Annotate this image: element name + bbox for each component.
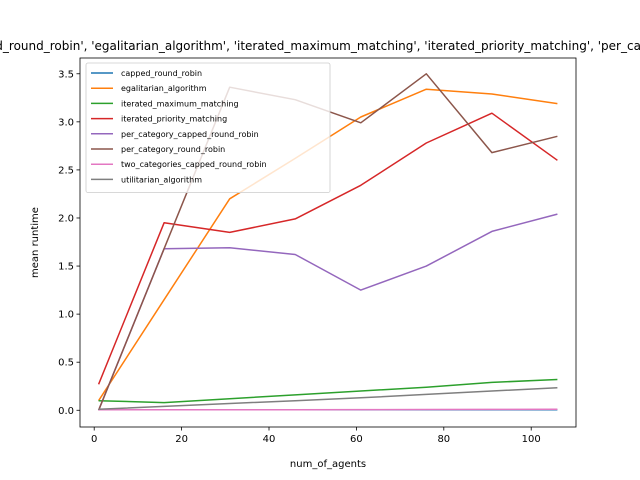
series-line-iterated-priority-matching: [97, 112, 558, 385]
x-tick-label: 40: [263, 434, 276, 445]
series-line-two-categories-capped-round-robin: [98, 408, 558, 411]
legend-box: [85, 62, 331, 194]
legend-entry: utilitarian_algorithm: [121, 175, 202, 184]
x-tick-label: 20: [175, 434, 188, 445]
y-tick-label: 0.0: [58, 406, 74, 417]
axes-frame: [79, 57, 577, 428]
legend-entry: iterated_priority_matching: [121, 115, 227, 124]
y-tick-label: 0.5: [58, 358, 74, 369]
x-tick-label: 80: [437, 434, 450, 445]
x-axis-label: num_of_agents: [290, 459, 366, 470]
legend: capped_round_robin egalitarian_algorithmi…: [85, 62, 331, 194]
y-tick-label: 2.0: [58, 213, 74, 224]
legend-entry: iterated_maximum_matching: [121, 99, 239, 108]
x-axis: 0 20 40 60 80 100: [91, 427, 541, 445]
x-tick-label: 60: [350, 434, 363, 445]
series-line-iterated-maximum-matching: [98, 378, 558, 404]
series-line-utilitarian-algorithm: [98, 386, 558, 411]
y-axis: 0.0 0.5 1.0 1.5 2.0 2.5 3.0 3.5: [58, 69, 80, 417]
y-tick-label: 3.5: [58, 69, 74, 80]
legend-entry: capped_round_robin: [121, 69, 202, 78]
legend-entry: per_category_round_robin: [121, 145, 225, 154]
y-tick-label: 3.0: [58, 117, 74, 128]
legend-entry: two_categories_capped_round_robin: [121, 160, 267, 169]
y-tick-label: 2.5: [58, 165, 74, 176]
series-line-per-category-capped-round-robin: [97, 213, 558, 411]
chart-title: Runtime of different algorithms. ['cappe…: [0, 39, 640, 53]
legend-entry: egalitarian_algorithm: [121, 84, 207, 93]
y-tick-label: 1.5: [58, 262, 74, 273]
y-tick-label: 1.0: [58, 310, 74, 321]
legend-entry: per_category_capped_round_robin: [121, 130, 259, 139]
x-tick-label: 100: [522, 434, 541, 445]
y-axis-label: mean runtime: [30, 207, 41, 278]
x-tick-label: 0: [91, 434, 97, 445]
